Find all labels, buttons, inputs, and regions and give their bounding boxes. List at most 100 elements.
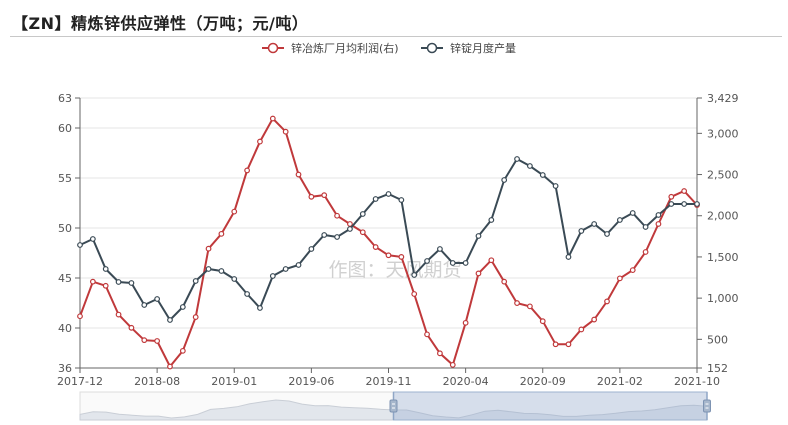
series-1-point (591, 221, 598, 227)
datazoom-handle-left[interactable] (389, 392, 398, 420)
series-0-point (295, 171, 302, 178)
series-1-point (269, 273, 276, 279)
series-0-point (449, 361, 456, 368)
series-1-point (359, 211, 366, 217)
legend-item-1[interactable]: 锌锭月度产量 (421, 41, 516, 55)
series-1-point (77, 242, 83, 248)
chart-header: 【ZN】精炼锌供应弹性（万吨；元/吨） (10, 6, 782, 37)
series-0-point (321, 192, 328, 199)
y-left-tick-label: 40 (58, 322, 72, 335)
x-tick-label: 2017-12 (57, 375, 103, 388)
series-1-point (475, 233, 482, 239)
series-1-point (604, 231, 610, 237)
x-tick-label: 2021-10 (674, 375, 720, 388)
series-1-point (449, 260, 456, 266)
series-1-point (154, 296, 161, 302)
series-1-point (488, 217, 495, 223)
series-0-point (102, 282, 109, 289)
datazoom-slider[interactable] (79, 391, 711, 421)
datazoom-window[interactable] (393, 391, 708, 421)
series-0-point (115, 311, 122, 318)
series-0-point (308, 193, 315, 200)
series-1-point (578, 228, 585, 234)
y-left-tick-label: 45 (58, 272, 72, 285)
series-0-point (501, 278, 508, 285)
series-1-point (244, 291, 251, 297)
x-tick-label: 2018-08 (134, 375, 180, 388)
series-0-point (488, 257, 495, 264)
series-0-point (141, 337, 148, 344)
series-1-point (398, 197, 405, 203)
x-tick-label: 2019-01 (211, 375, 257, 388)
series-1-point (616, 217, 623, 223)
series-1-point (295, 262, 302, 268)
series-1-point (205, 266, 212, 272)
series-0-point (539, 318, 546, 325)
series-1-point (668, 201, 675, 207)
series-1-point (179, 304, 186, 310)
legend[interactable]: 锌冶炼厂月均利润(右) 锌锭月度产量 (262, 41, 516, 55)
legend-item-0[interactable]: 锌冶炼厂月均利润(右) (262, 41, 399, 55)
series-0-point (655, 221, 662, 227)
x-tick-label: 2019-06 (288, 375, 334, 388)
series-1-point (501, 177, 508, 183)
series-1-point (231, 276, 238, 282)
x-tick-label: 2020-09 (520, 375, 566, 388)
series-0-point (526, 303, 533, 310)
handle-grip[interactable] (703, 399, 711, 413)
series-0-point (462, 319, 469, 326)
series-0-point (269, 115, 276, 122)
series-0-point (552, 341, 559, 348)
series-1-point (411, 272, 418, 278)
series-0-point (231, 208, 238, 215)
series-0-point (437, 350, 443, 357)
series-1-point (192, 278, 199, 284)
series-1-point (372, 196, 379, 202)
series-0-point (372, 244, 379, 250)
series-0-point (179, 347, 186, 354)
series-1-point (218, 268, 225, 274)
series-1-point (629, 210, 636, 216)
handle-grip[interactable] (389, 399, 398, 413)
y-left-tick-label: 60 (58, 122, 72, 135)
legend-swatch-marker (426, 42, 438, 54)
series-0-point (604, 298, 610, 305)
series-0-point (244, 167, 251, 174)
y-right-tick-label: 1,000 (707, 292, 739, 305)
series-1-point (694, 201, 700, 207)
series-0-point (565, 341, 572, 348)
x-tick-label: 2019-11 (366, 375, 412, 388)
y-right-tick-label: 3,429 (707, 92, 739, 105)
datazoom-handle-right[interactable] (703, 392, 711, 420)
y-left-tick-label: 55 (58, 172, 72, 185)
series-1-point (526, 163, 533, 169)
series-0-point (411, 291, 418, 297)
series-1-point (385, 191, 392, 197)
y-left-tick-label: 36 (58, 362, 72, 375)
series-1-point (102, 266, 109, 272)
chart-title: 【ZN】精炼锌供应弹性（万吨；元/吨） (12, 14, 309, 33)
x-tick-label: 2021-02 (597, 375, 643, 388)
series-1-point (347, 226, 353, 232)
series-1-point (308, 246, 315, 252)
legend-label: 锌锭月度产量 (450, 41, 516, 55)
series-line-0 (79, 116, 698, 369)
series-1-point (642, 224, 649, 230)
y-right-tick-label: 2,000 (707, 210, 739, 223)
series-0-point (77, 313, 83, 320)
series-0-point (578, 326, 585, 333)
series-1-point (462, 260, 469, 266)
series-0-point (475, 270, 482, 277)
series-1-point (424, 258, 430, 264)
series-0-point (154, 338, 161, 344)
series-0-point (359, 229, 366, 236)
y-right-tick-label: 152 (707, 362, 728, 375)
y-left-tick-label: 63 (58, 92, 72, 105)
series-1-point (167, 317, 173, 323)
series-1-point (334, 234, 340, 240)
series-0-point (681, 188, 688, 194)
series-0-point (192, 314, 199, 320)
series-1-point (282, 266, 289, 272)
series-0-point (128, 324, 135, 331)
